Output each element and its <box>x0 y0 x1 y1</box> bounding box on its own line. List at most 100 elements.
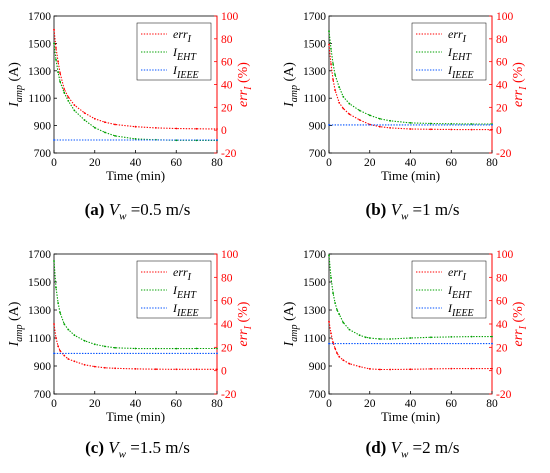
y2-tick-label: 0 <box>221 366 227 378</box>
y2-axis-title: errI (%) <box>511 62 529 107</box>
data-point-err <box>57 345 59 348</box>
data-point-eht <box>55 286 57 289</box>
data-point-eht <box>430 122 432 125</box>
data-point-eht <box>389 338 391 340</box>
x-axis-title: Time (min) <box>106 409 165 424</box>
chart-panel-0: 0 20 40 60 80 700 900 1100 1300 1500 1700 -20 0 20 40 6… <box>7 11 254 183</box>
x-tick-label: 80 <box>486 398 498 410</box>
data-point-err <box>57 60 59 63</box>
y-axis-title: Iamp (A) <box>7 62 25 108</box>
y2-tick-label: -20 <box>496 148 512 160</box>
caption-d: (d) Vw =2 m/s <box>365 438 460 461</box>
x-tick-label: 40 <box>130 157 142 169</box>
data-point-err <box>59 72 61 74</box>
caption-c: (c) Vw =1.5 m/s <box>85 438 190 461</box>
data-point-eht <box>379 117 381 120</box>
x-tick-label: 0 <box>326 398 332 410</box>
y2-tick-label: -20 <box>221 148 237 160</box>
legend-label-eht: IEHT <box>447 45 472 63</box>
data-point-eht <box>114 346 116 349</box>
y-tick-label: 1700 <box>303 11 326 23</box>
data-point-eht <box>63 91 66 94</box>
legend-box <box>136 22 212 81</box>
y-tick-label: 1500 <box>28 38 51 50</box>
data-point-eht <box>57 71 59 74</box>
data-point-err <box>67 96 70 98</box>
x-tick-label: 40 <box>405 157 417 169</box>
x-tick-label: 40 <box>405 398 417 410</box>
series-line-err <box>53 29 218 130</box>
data-point-err <box>53 323 55 325</box>
data-point-err <box>59 349 61 352</box>
x-tick-label: 0 <box>51 157 57 169</box>
data-point-eht <box>332 292 334 295</box>
data-point-eht <box>450 336 453 338</box>
x-tick-label: 40 <box>130 398 142 410</box>
data-point-eht <box>358 109 361 112</box>
y2-tick-label: 40 <box>496 319 508 331</box>
y2-axis-title: errI (%) <box>236 62 254 107</box>
data-point-ieee <box>216 352 218 355</box>
data-point-eht <box>358 334 361 337</box>
legend-label-err: errI <box>448 265 467 283</box>
x-tick-label: 20 <box>89 398 101 410</box>
data-point-eht <box>450 122 453 125</box>
data-point-err <box>368 368 371 370</box>
data-point-eht <box>134 138 137 140</box>
y2-tick-label: 80 <box>221 34 233 46</box>
legend-label-err: errI <box>173 265 192 283</box>
series-line-err <box>53 323 217 370</box>
data-point-eht <box>379 338 381 340</box>
legend-label-eht: IEHT <box>447 283 472 301</box>
data-point-err <box>93 365 96 368</box>
data-point-err <box>134 125 137 128</box>
legend-label-ieee: IIEEE <box>172 63 199 81</box>
data-point-err <box>55 47 57 49</box>
data-point-err <box>430 128 432 131</box>
data-point-eht <box>342 321 345 324</box>
data-point-eht <box>93 343 96 346</box>
y-tick-label: 900 <box>34 121 52 133</box>
data-point-err <box>342 359 345 362</box>
data-point-err <box>358 119 361 121</box>
data-point-err <box>336 352 338 355</box>
data-point-eht <box>330 48 332 50</box>
data-point-eht <box>332 63 334 65</box>
data-point-err <box>430 368 432 370</box>
data-point-err <box>379 125 381 128</box>
data-point-err <box>491 367 493 370</box>
y-tick-label: 1100 <box>28 93 51 105</box>
data-point-err <box>328 43 330 46</box>
x-tick-label: 60 <box>446 157 458 169</box>
data-point-eht <box>155 347 157 350</box>
y2-tick-label: 0 <box>221 125 227 137</box>
data-point-err <box>334 347 336 350</box>
x-tick-label: 20 <box>89 157 101 169</box>
chart-panel-1: 0 20 40 60 80 700 900 1100 1300 1500 1700 -20 0 20 40 6… <box>282 11 529 183</box>
x-axis-title: Time (min) <box>381 409 440 424</box>
x-tick-label: 60 <box>171 157 183 169</box>
y2-tick-label: 40 <box>221 319 233 331</box>
legend-label-err: errI <box>173 27 192 45</box>
data-point-err <box>67 358 70 360</box>
data-point-eht <box>57 302 59 304</box>
y-tick-label: 900 <box>309 121 327 133</box>
legend-label-eht: IEHT <box>172 283 197 301</box>
legend-label-ieee: IIEEE <box>172 301 199 319</box>
data-point-err <box>134 368 137 370</box>
data-point-ieee <box>216 139 218 141</box>
data-point-eht <box>195 347 198 350</box>
data-point-err <box>195 368 198 371</box>
legend-label-eht: IEHT <box>172 45 197 63</box>
data-point-err <box>73 104 76 106</box>
data-point-eht <box>330 276 332 279</box>
data-point-eht <box>409 122 412 124</box>
series-line-eht <box>53 260 217 350</box>
data-point-eht <box>328 30 330 32</box>
data-point-eht <box>104 131 106 134</box>
data-point-ieee <box>53 139 55 141</box>
data-point-err <box>93 117 96 120</box>
